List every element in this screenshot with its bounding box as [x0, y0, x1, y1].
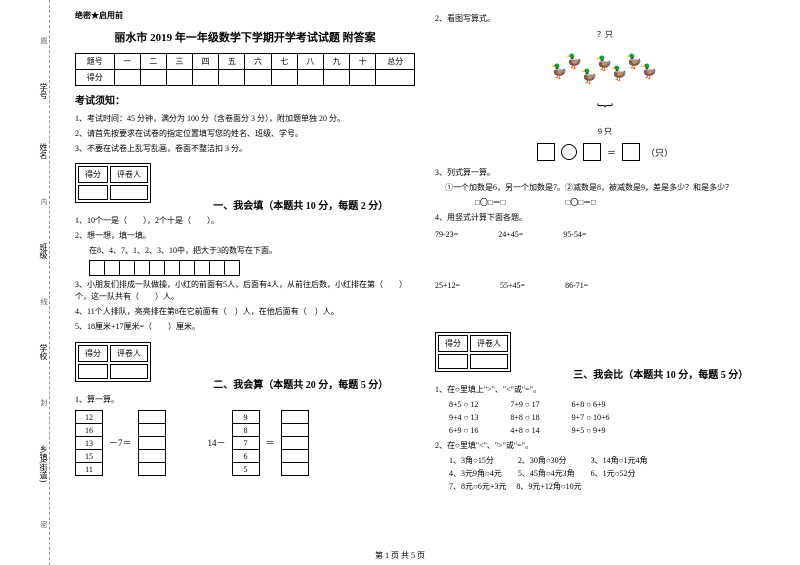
field-class: 班级: [0, 238, 49, 264]
exam-title: 丽水市 2019 年一年级数学下学期开学考试试题 附答案: [75, 29, 415, 45]
q1-3: 3、小朋友们排成一队做操，小红的前面有5人，后面有4人，从前往后数，小红排在第（…: [75, 279, 415, 303]
field-student-id: 学号: [0, 78, 49, 104]
equation-line: ＝ （只）: [435, 143, 775, 161]
q2-4: 4、用竖式计算下面各题。: [435, 212, 775, 224]
vertical-calc-row: 79-23= 24+45= 95-54=: [435, 230, 775, 239]
compare-row: 4、3元9角○4元 5、45角○4元3角 6、1元○52分: [449, 468, 775, 481]
duck-illustration: 🦆 🦆 🦆 🦆 🦆 🦆 🦆: [545, 44, 665, 94]
margin-char: 密: [0, 521, 49, 528]
notice-item: 2、请首先按要求在试卷的指定位置填写您的姓名、班级、学号。: [75, 128, 415, 141]
duck-icon: 🦆: [640, 64, 657, 81]
compare-row: 7、8元○6元+3元 8、9元+12角○10元: [449, 481, 775, 494]
score-summary-table: 题号 一 二 三 四 五 六 七 八 九 十 总分 得分: [75, 53, 415, 86]
operand-box: [583, 143, 601, 161]
unknown-label: ？只: [435, 29, 775, 40]
compare-row: 9+4 ○ 13 8+8 ○ 18 9+7 ○ 10+6: [449, 412, 775, 425]
grader-box: 得分评卷人: [75, 163, 151, 203]
eq-templates: □〇□＝□ □〇□＝□: [475, 197, 775, 209]
th: 九: [324, 54, 350, 70]
row-label: 得分: [76, 70, 115, 86]
th: 三: [166, 54, 192, 70]
compare-row: 8+5 ○ 12 7+9 ○ 17 6+8 ○ 6+9: [449, 399, 775, 412]
field-school: 学校: [0, 339, 49, 365]
notice-item: 3、不要在试卷上乱写乱画，卷面不整洁扣 3 分。: [75, 143, 415, 156]
op-text: 14－: [208, 436, 226, 449]
grader-box: 得分评卷人: [435, 332, 511, 372]
q1-2b: 在8、4、7、1、2、3、10中，把大于3的数写在下面。: [89, 245, 415, 257]
known-label: 9 只: [435, 126, 775, 137]
bracket-icon: ︸: [435, 98, 775, 122]
result-box: [622, 143, 640, 161]
th: 题号: [76, 54, 115, 70]
q3-2: 2、在○里填"<"、">"或"="。: [435, 440, 775, 452]
notice-title: 考试须知：: [75, 92, 415, 107]
th: 一: [114, 54, 140, 70]
th: 二: [140, 54, 166, 70]
q1-5: 5、18厘米+17厘米=（ ）厘米。: [75, 321, 415, 333]
th: 四: [193, 54, 219, 70]
binding-sidebar: 题 学号 姓名 内 班级 线 学校 封 乡镇(街道) 密: [0, 0, 50, 565]
q1-4: 4、11个人排队，亮亮排在第8在它前面有（ ）人，在他后面有（ ）人。: [75, 306, 415, 318]
op-text: －7＝: [109, 436, 132, 449]
field-township: 乡镇(街道): [0, 440, 49, 487]
section3-title: 三、我会比（本题共 10 分，每题 5 分）: [573, 370, 748, 381]
field-name: 姓名: [0, 138, 49, 164]
q2-3a: ①一个加数是6，另一个加数是7。②减数是8，被减数是9，差是多少？和是多少？: [445, 182, 775, 194]
th: 六: [245, 54, 271, 70]
operator-circle: [561, 144, 577, 160]
calc-diagram: 12 16 13 15 11 －7＝ 14－ 9 8 7 6 5: [75, 410, 415, 475]
th: 五: [219, 54, 245, 70]
eq-text: ＝: [266, 436, 275, 449]
page-footer: 第 1 页 共 5 页: [0, 550, 800, 561]
q1-1: 1、10个一是（ ），2个十是（ ）。: [75, 215, 415, 227]
q3-1: 1、在○里填上">"、"<"或"="。: [435, 384, 775, 396]
margin-char: 封: [0, 399, 49, 406]
compare-row: 1、3角○15分 2、30角○30分 3、14角○1元4角: [449, 455, 775, 468]
secret-label: 绝密★启用前: [75, 10, 415, 21]
q2-2: 2、看图写算式。: [435, 13, 775, 25]
q2-1: 1、算一算。: [75, 394, 415, 406]
margin-char: 线: [0, 298, 49, 305]
notice-item: 1、考试时间：45 分钟，满分为 100 分（含卷面分 3 分），附加题单独 2…: [75, 113, 415, 126]
q2-3: 3、列式算一算。: [435, 167, 775, 179]
section2-title: 二、我会算（本题共 20 分，每题 5 分）: [213, 380, 388, 391]
operand-box: [537, 143, 555, 161]
th: 总分: [376, 54, 415, 70]
section1-title: 一、我会填（本题共 10 分，每题 2 分）: [213, 201, 388, 212]
q1-2a: 2、想一想，填一填。: [75, 230, 415, 242]
vertical-calc-row: 25+12= 55+45= 86-71=: [435, 281, 775, 290]
compare-row: 6+9 ○ 16 4+8 ○ 14 9+5 ○ 9+9: [449, 425, 775, 438]
margin-char: 内: [0, 198, 49, 205]
grader-box: 得分评卷人: [75, 342, 151, 382]
th: 十: [350, 54, 376, 70]
th: 七: [271, 54, 297, 70]
th: 八: [297, 54, 323, 70]
margin-char: 题: [0, 37, 49, 44]
answer-boxes: [89, 260, 415, 276]
